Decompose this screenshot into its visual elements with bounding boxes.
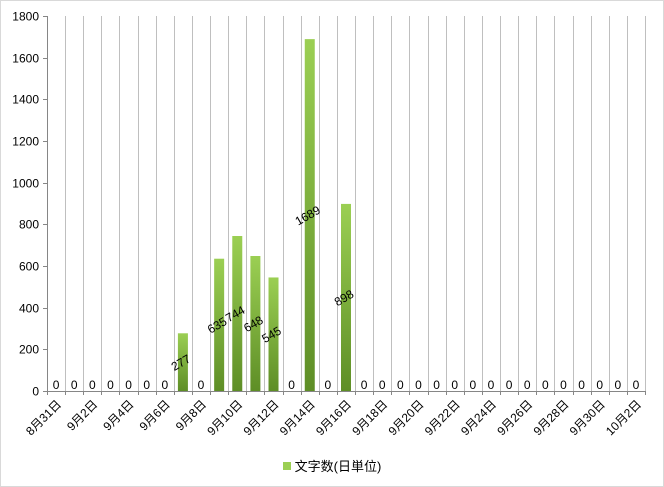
legend-swatch [282, 462, 291, 470]
x-tick-label: 9月6日 [137, 397, 173, 433]
bar [232, 236, 243, 391]
data-label: 0 [596, 378, 603, 392]
data-label: 0 [143, 378, 150, 392]
data-label: 0 [107, 378, 114, 392]
data-label: 0 [506, 378, 513, 392]
y-tick-label: 600 [19, 260, 39, 274]
data-label: 898 [332, 287, 357, 309]
data-label: 0 [614, 378, 621, 392]
data-label: 0 [560, 378, 567, 392]
bar [304, 39, 315, 391]
data-label: 0 [578, 378, 585, 392]
y-tick-label: 200 [19, 343, 39, 357]
data-label: 0 [71, 378, 78, 392]
data-label: 0 [288, 378, 295, 392]
y-tick-label: 800 [19, 218, 39, 232]
legend: 文字数(日単位) [0, 456, 664, 475]
data-label: 0 [198, 378, 205, 392]
data-label: 0 [325, 378, 332, 392]
x-tick-label: 10月2日 [603, 397, 644, 438]
y-tick-label: 1400 [12, 93, 39, 107]
y-tick-label: 1600 [12, 52, 39, 66]
data-label: 0 [379, 378, 386, 392]
data-label: 0 [633, 378, 640, 392]
data-label: 0 [397, 378, 404, 392]
bar [250, 256, 261, 391]
data-label: 0 [415, 378, 422, 392]
x-tick-label: 9月26日 [494, 397, 535, 438]
x-tick-label: 9月4日 [100, 397, 136, 433]
x-tick-label: 9月24日 [458, 397, 499, 438]
bar [268, 277, 279, 391]
x-tick-label: 9月12日 [241, 397, 282, 438]
x-tick-label: 9月18日 [349, 397, 390, 438]
bar [177, 333, 188, 391]
x-tick-label: 9月30日 [567, 397, 608, 438]
y-tick-label: 1000 [12, 177, 39, 191]
x-tick-label: 9月20日 [386, 397, 427, 438]
data-label: 0 [125, 378, 132, 392]
data-label: 0 [470, 378, 477, 392]
x-tick-label: 9月28日 [531, 397, 572, 438]
x-tick-label: 9月2日 [64, 397, 100, 433]
bar [341, 203, 351, 391]
x-tick-label: 9月14日 [277, 397, 318, 438]
x-tick-label: 9月16日 [313, 397, 354, 438]
data-label: 0 [451, 378, 458, 392]
legend-label: 文字数(日単位) [294, 459, 382, 474]
data-label: 277 [169, 351, 194, 373]
x-tick-label: 9月22日 [422, 397, 463, 438]
data-label: 545 [259, 324, 284, 346]
y-tick-label: 1200 [12, 135, 39, 149]
x-tick-label: 9月10日 [204, 397, 245, 438]
data-label: 0 [89, 378, 96, 392]
y-tick-label: 0 [32, 385, 39, 399]
data-label: 0 [53, 378, 60, 392]
x-tick-label: 8月31日 [23, 397, 64, 438]
bar-layer [177, 39, 351, 391]
data-label: 0 [488, 378, 495, 392]
data-label: 0 [361, 378, 368, 392]
data-label: 0 [524, 378, 531, 392]
data-label: 0 [161, 378, 168, 392]
grid-layer [65, 16, 646, 391]
data-label: 0 [542, 378, 549, 392]
data-label: 0 [433, 378, 440, 392]
bar [214, 258, 225, 391]
y-tick-label: 1800 [12, 10, 39, 24]
y-tick-label: 400 [19, 302, 39, 316]
